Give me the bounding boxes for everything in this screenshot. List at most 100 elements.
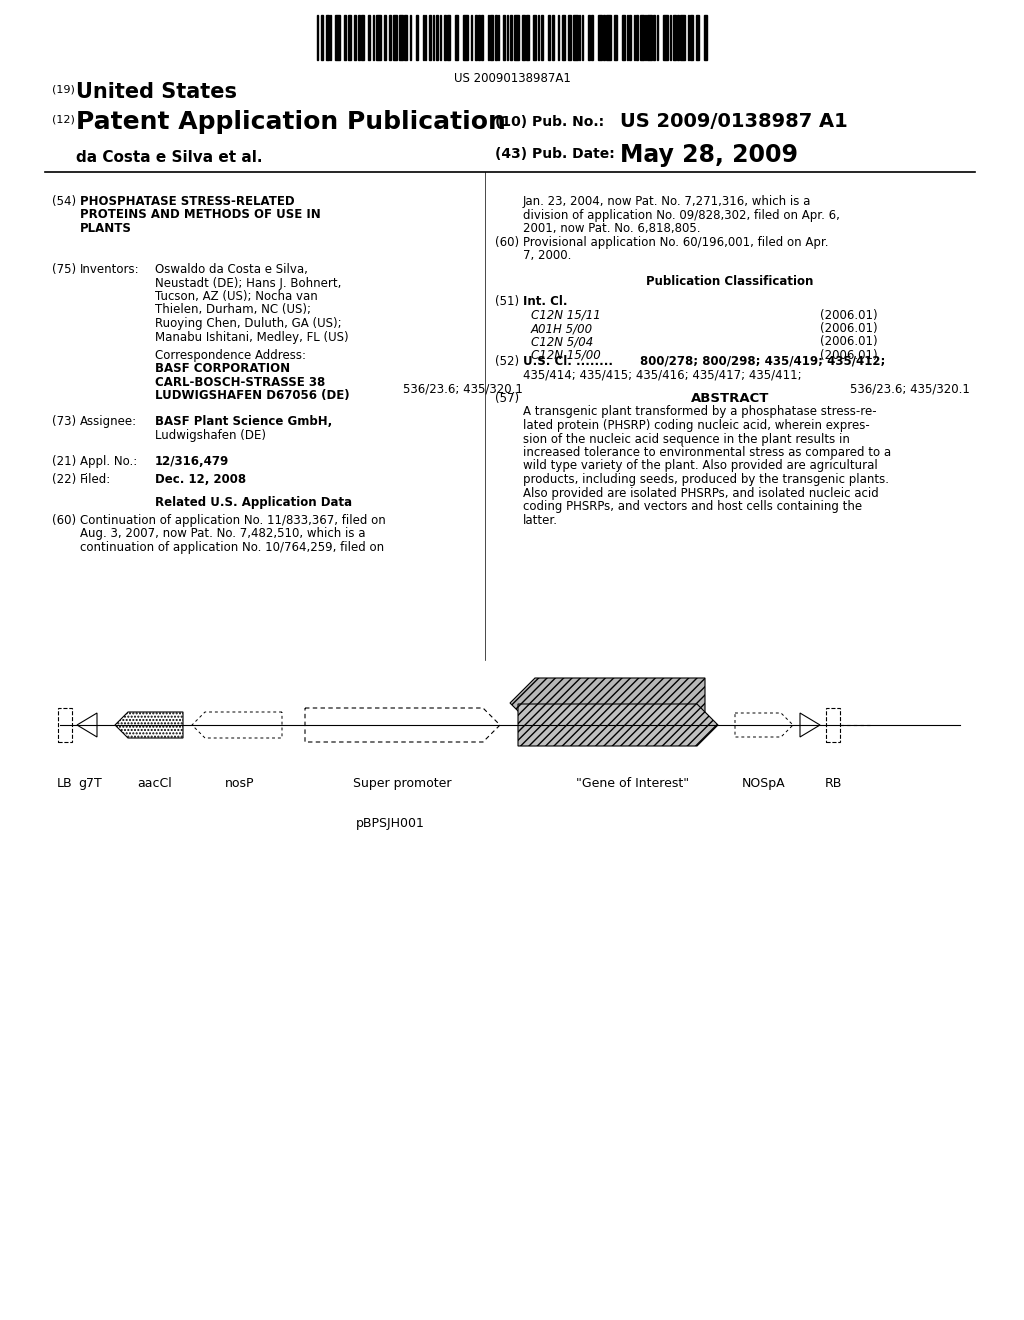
Text: 800/278; 800/298; 435/419; 435/412;: 800/278; 800/298; 435/419; 435/412; bbox=[640, 355, 886, 368]
Bar bbox=[552, 15, 554, 59]
Bar bbox=[416, 15, 418, 59]
Bar bbox=[455, 15, 458, 59]
Text: BASF Plant Science GmbH,: BASF Plant Science GmbH, bbox=[155, 414, 332, 428]
Text: Appl. No.:: Appl. No.: bbox=[80, 455, 137, 469]
Bar bbox=[598, 15, 602, 59]
Bar bbox=[480, 15, 482, 59]
Text: (60): (60) bbox=[495, 236, 519, 249]
Text: Int. Cl.: Int. Cl. bbox=[523, 294, 567, 308]
Bar bbox=[526, 15, 529, 59]
Bar bbox=[446, 15, 450, 59]
Text: Provisional application No. 60/196,001, filed on Apr.: Provisional application No. 60/196,001, … bbox=[523, 236, 828, 249]
Bar bbox=[534, 15, 537, 59]
Bar bbox=[463, 15, 468, 59]
Text: Assignee:: Assignee: bbox=[80, 414, 137, 428]
Text: PLANTS: PLANTS bbox=[80, 222, 132, 235]
Text: Ruoying Chen, Duluth, GA (US);: Ruoying Chen, Duluth, GA (US); bbox=[155, 317, 342, 330]
Polygon shape bbox=[510, 678, 705, 729]
Text: 7, 2000.: 7, 2000. bbox=[523, 249, 571, 263]
Polygon shape bbox=[115, 711, 183, 738]
Text: (54): (54) bbox=[52, 195, 76, 209]
Bar bbox=[696, 15, 699, 59]
Text: (12): (12) bbox=[52, 115, 75, 125]
Text: Inventors:: Inventors: bbox=[80, 263, 139, 276]
Text: Manabu Ishitani, Medley, FL (US): Manabu Ishitani, Medley, FL (US) bbox=[155, 330, 348, 343]
Bar bbox=[562, 15, 565, 59]
Bar bbox=[603, 15, 605, 59]
Text: lated protein (PHSRP) coding nucleic acid, wherein expres-: lated protein (PHSRP) coding nucleic aci… bbox=[523, 418, 869, 432]
Bar bbox=[690, 15, 693, 59]
Text: "Gene of Interest": "Gene of Interest" bbox=[577, 777, 689, 789]
Text: Dec. 12, 2008: Dec. 12, 2008 bbox=[155, 473, 246, 486]
Text: (19): (19) bbox=[52, 84, 75, 95]
Text: g7T: g7T bbox=[78, 777, 101, 789]
Text: RB: RB bbox=[824, 777, 842, 789]
Bar bbox=[489, 15, 493, 59]
Text: United States: United States bbox=[76, 82, 237, 102]
Polygon shape bbox=[518, 704, 718, 746]
Text: C12N 15/11: C12N 15/11 bbox=[531, 309, 601, 322]
Bar bbox=[653, 15, 655, 59]
Text: C12N 5/04: C12N 5/04 bbox=[531, 335, 593, 348]
Bar bbox=[680, 15, 685, 59]
Text: pBPSJH001: pBPSJH001 bbox=[355, 817, 424, 830]
Bar bbox=[474, 15, 476, 59]
Bar bbox=[623, 15, 626, 59]
Text: (2006.01): (2006.01) bbox=[820, 309, 878, 322]
Text: (60): (60) bbox=[52, 513, 76, 527]
Text: (2006.01): (2006.01) bbox=[820, 322, 878, 335]
Text: Publication Classification: Publication Classification bbox=[646, 275, 814, 288]
Text: Correspondence Address:: Correspondence Address: bbox=[155, 348, 306, 362]
Bar bbox=[826, 708, 840, 742]
Text: coding PHSRPs, and vectors and host cells containing the: coding PHSRPs, and vectors and host cell… bbox=[523, 500, 862, 513]
Text: 12/316,479: 12/316,479 bbox=[155, 455, 229, 469]
Bar bbox=[326, 15, 329, 59]
Text: 536/23.6; 435/320.1: 536/23.6; 435/320.1 bbox=[403, 381, 523, 395]
Text: nosP: nosP bbox=[225, 777, 255, 789]
Bar bbox=[389, 15, 391, 59]
Text: (51): (51) bbox=[495, 294, 519, 308]
Text: PHOSPHATASE STRESS-RELATED: PHOSPHATASE STRESS-RELATED bbox=[80, 195, 295, 209]
Text: sion of the nucleic acid sequence in the plant results in: sion of the nucleic acid sequence in the… bbox=[523, 433, 850, 446]
Text: Neustadt (DE); Hans J. Bohnert,: Neustadt (DE); Hans J. Bohnert, bbox=[155, 276, 341, 289]
Text: U.S. Cl. ........: U.S. Cl. ........ bbox=[523, 355, 613, 368]
Text: 536/23.6; 435/320.1: 536/23.6; 435/320.1 bbox=[850, 381, 970, 395]
Text: 2001, now Pat. No. 6,818,805.: 2001, now Pat. No. 6,818,805. bbox=[523, 222, 700, 235]
Bar bbox=[705, 15, 707, 59]
Bar bbox=[647, 15, 652, 59]
Bar bbox=[677, 15, 679, 59]
Text: Tucson, AZ (US); Nocha van: Tucson, AZ (US); Nocha van bbox=[155, 290, 317, 304]
Text: Ludwigshafen (DE): Ludwigshafen (DE) bbox=[155, 429, 266, 441]
Text: division of application No. 09/828,302, filed on Apr. 6,: division of application No. 09/828,302, … bbox=[523, 209, 840, 222]
Text: CARL-BOSCH-STRASSE 38: CARL-BOSCH-STRASSE 38 bbox=[155, 376, 326, 389]
Text: (2006.01): (2006.01) bbox=[820, 335, 878, 348]
Bar bbox=[384, 15, 386, 59]
Text: ABSTRACT: ABSTRACT bbox=[691, 392, 769, 405]
Text: da Costa e Silva et al.: da Costa e Silva et al. bbox=[76, 150, 262, 165]
Bar bbox=[344, 15, 346, 59]
Text: US 2009/0138987 A1: US 2009/0138987 A1 bbox=[620, 112, 848, 131]
Text: (52): (52) bbox=[495, 355, 519, 368]
Bar bbox=[514, 15, 519, 59]
Bar bbox=[664, 15, 668, 59]
Text: 435/414; 435/415; 435/416; 435/417; 435/411;: 435/414; 435/415; 435/416; 435/417; 435/… bbox=[523, 368, 802, 381]
Bar bbox=[443, 15, 445, 59]
Text: wild type variety of the plant. Also provided are agricultural: wild type variety of the plant. Also pro… bbox=[523, 459, 878, 473]
Bar bbox=[522, 15, 525, 59]
Bar bbox=[510, 15, 512, 59]
Bar bbox=[591, 15, 593, 59]
Text: latter.: latter. bbox=[523, 513, 558, 527]
Bar bbox=[393, 15, 396, 59]
Text: C12N 15/00: C12N 15/00 bbox=[531, 348, 601, 362]
Text: Jan. 23, 2004, now Pat. No. 7,271,316, which is a: Jan. 23, 2004, now Pat. No. 7,271,316, w… bbox=[523, 195, 811, 209]
Text: US 20090138987A1: US 20090138987A1 bbox=[454, 73, 570, 84]
Text: (22): (22) bbox=[52, 473, 76, 486]
Bar bbox=[568, 15, 571, 59]
Text: continuation of application No. 10/764,259, filed on: continuation of application No. 10/764,2… bbox=[80, 541, 384, 554]
Bar bbox=[58, 708, 72, 742]
Bar bbox=[335, 15, 340, 59]
Bar bbox=[549, 15, 551, 59]
Bar bbox=[429, 15, 431, 59]
Text: (43) Pub. Date:: (43) Pub. Date: bbox=[495, 147, 614, 161]
Bar bbox=[573, 15, 579, 59]
